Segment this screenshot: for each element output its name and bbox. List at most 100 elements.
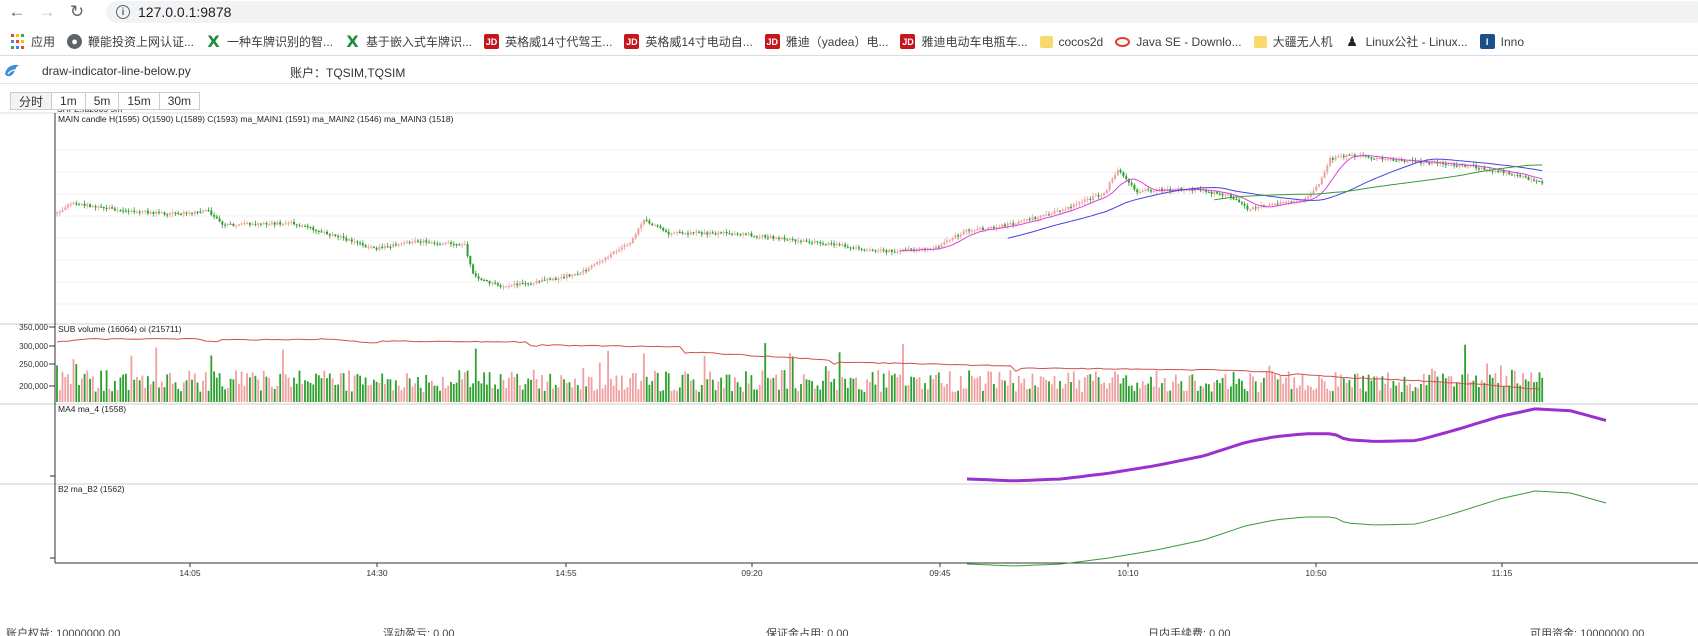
bookmark-item[interactable]: JD 雅迪（yadea）电... xyxy=(764,33,888,50)
volume-bar xyxy=(240,371,243,402)
volume-bar xyxy=(645,376,648,402)
bookmark-item[interactable]: X 一种车牌识别的智... xyxy=(206,32,333,51)
period-button[interactable]: 5m xyxy=(84,92,120,110)
candle-body xyxy=(1050,214,1053,215)
volume-bar xyxy=(998,371,1001,402)
volume-bar xyxy=(1263,377,1265,402)
candle-body xyxy=(348,239,351,241)
candle-body xyxy=(747,233,750,235)
candle-body xyxy=(75,203,78,205)
volume-bar xyxy=(665,371,667,402)
candle-body xyxy=(703,232,706,235)
volume-bar xyxy=(880,391,882,402)
candle-body xyxy=(419,241,422,243)
bookmark-item[interactable]: 大疆无人机 xyxy=(1253,33,1333,50)
bookmark-label: 基于嵌入式车牌识... xyxy=(366,35,473,49)
volume-bar xyxy=(673,389,676,402)
kline-chart[interactable]: 350,000 300,000 250,000 200,000 SHFE.fu2005 … xyxy=(0,110,1698,626)
volume-bar xyxy=(1519,385,1522,402)
volume-bar xyxy=(904,385,907,402)
candle-body xyxy=(1450,164,1453,166)
volume-bar xyxy=(717,381,720,402)
back-arrow-icon[interactable]: ← xyxy=(8,2,26,21)
volume-bar xyxy=(474,348,477,402)
candle-body xyxy=(127,210,130,212)
tux-icon: ♟ xyxy=(1346,33,1358,49)
b2-line xyxy=(966,490,1607,567)
x-tick-label: 14:30 xyxy=(366,568,388,578)
bookmark-item[interactable]: ● 鞭能投资上网认证... xyxy=(67,33,194,50)
volume-bar xyxy=(1188,375,1191,402)
candle-body xyxy=(1147,189,1150,191)
candle-body xyxy=(1329,158,1332,166)
volume-bar xyxy=(320,378,323,402)
candle-body xyxy=(879,249,882,251)
candle-body xyxy=(1125,176,1128,180)
candle-body xyxy=(893,251,896,253)
bookmark-item[interactable]: JD 雅迪电动车电瓶车... xyxy=(900,33,1028,50)
volume-bar xyxy=(1414,387,1417,402)
candle-body xyxy=(615,251,618,253)
volume-bar xyxy=(1472,380,1475,402)
candle-body xyxy=(593,264,596,266)
period-button[interactable]: 15m xyxy=(118,92,160,110)
volume-bar xyxy=(935,374,937,402)
volume-bar xyxy=(202,380,204,402)
candle-body xyxy=(951,238,954,241)
bookmark-item[interactable]: cocos2d xyxy=(1039,35,1103,49)
candle-body xyxy=(361,243,364,246)
forward-arrow-icon[interactable]: → xyxy=(38,2,56,21)
candle-body xyxy=(692,232,695,234)
reload-icon[interactable]: ↻ xyxy=(69,2,85,21)
volume-bar xyxy=(497,389,499,402)
candle-body xyxy=(766,237,769,239)
bookmark-item[interactable]: I Inno xyxy=(1479,34,1524,49)
volume-bar xyxy=(158,387,160,402)
candle-body xyxy=(69,204,72,205)
candle-body xyxy=(830,243,833,245)
bookmark-item[interactable]: JD 英格威14寸电动自... xyxy=(624,33,753,50)
bookmark-item[interactable]: Java SE - Downlo... xyxy=(1115,35,1242,49)
candle-body xyxy=(667,231,670,235)
candle-body xyxy=(921,248,924,250)
volume-bar xyxy=(1285,377,1287,402)
volume-bar xyxy=(1533,382,1535,402)
candle-body xyxy=(524,283,527,285)
panel-legend: MAIN candle H(1595) O(1590) L(1589) C(15… xyxy=(58,114,454,124)
volume-bar xyxy=(447,385,450,402)
candle-body xyxy=(149,212,152,214)
bookmark-item[interactable]: ♟ Linux公社 - Linux... xyxy=(1345,33,1468,50)
volume-bar xyxy=(364,377,367,402)
candle-body xyxy=(665,230,667,232)
period-button[interactable]: 30m xyxy=(158,92,201,110)
candle-body xyxy=(1037,217,1039,219)
volume-bar xyxy=(654,370,656,402)
volume-bar xyxy=(786,388,789,402)
period-button[interactable]: 分时 xyxy=(10,92,53,110)
candle-body xyxy=(612,251,615,255)
candle-body xyxy=(979,227,982,229)
volume-bar xyxy=(731,391,733,402)
candle-body xyxy=(144,210,147,212)
candle-body xyxy=(1053,211,1056,214)
address-bar[interactable]: i 127.0.0.1:9878 xyxy=(106,1,1698,23)
candle-body xyxy=(1315,186,1318,191)
candle-series xyxy=(56,152,1544,291)
candle-body xyxy=(1003,224,1006,227)
candle-body xyxy=(728,233,731,235)
bookmark-item[interactable]: X 基于嵌入式车牌识... xyxy=(345,32,473,51)
volume-bar xyxy=(541,375,543,402)
volume-bar xyxy=(152,381,155,402)
bookmark-item[interactable]: JD 英格威14寸代驾王... xyxy=(484,33,612,50)
site-info-icon[interactable]: i xyxy=(116,5,130,19)
volume-bar xyxy=(1315,388,1318,402)
candle-body xyxy=(364,245,367,248)
volume-bar xyxy=(676,390,678,402)
volume-bar xyxy=(1411,391,1414,402)
bookmark-label: Linux公社 - Linux... xyxy=(1365,35,1468,49)
bookmark-item[interactable]: 应用 xyxy=(10,33,55,50)
volume-bar xyxy=(1326,388,1329,402)
candle-body xyxy=(871,249,874,251)
period-button[interactable]: 1m xyxy=(51,92,86,110)
candle-body xyxy=(67,204,69,208)
